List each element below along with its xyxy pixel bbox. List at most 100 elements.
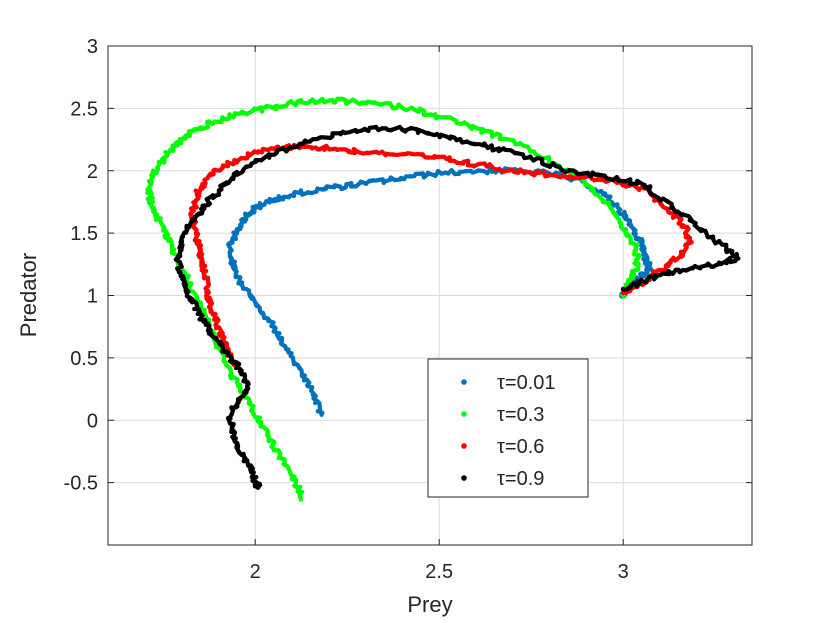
data-point xyxy=(169,243,175,248)
data-point xyxy=(292,361,298,366)
data-point xyxy=(246,212,252,218)
data-point xyxy=(396,102,402,108)
data-point xyxy=(613,213,619,219)
data-point xyxy=(151,205,156,211)
data-point xyxy=(252,483,258,489)
data-point xyxy=(197,190,202,196)
data-point xyxy=(322,100,327,105)
data-point xyxy=(585,170,591,176)
data-point xyxy=(267,199,273,205)
data-point xyxy=(250,295,255,301)
data-point xyxy=(717,238,722,244)
legend-box xyxy=(427,358,589,498)
data-point xyxy=(213,325,219,331)
data-point xyxy=(210,193,216,198)
legend: τ=0.01 τ=0.3 τ=0.6 τ=0.9 xyxy=(427,358,589,498)
legend-entry: τ=0.3 xyxy=(497,404,544,426)
data-point xyxy=(593,172,598,177)
data-point xyxy=(378,102,383,107)
data-point xyxy=(446,171,451,176)
data-point xyxy=(607,194,613,200)
data-point xyxy=(435,168,441,174)
data-point xyxy=(328,135,333,141)
data-point xyxy=(188,212,193,217)
data-point xyxy=(437,134,443,140)
data-point xyxy=(363,181,369,186)
data-point xyxy=(249,474,255,480)
data-point xyxy=(266,438,272,444)
tick-labels: 2 2.5 3 -0.5 0 0.5 1 1.5 2 2.5 3 xyxy=(64,36,629,583)
data-point xyxy=(234,380,240,385)
data-point xyxy=(277,331,282,336)
data-point xyxy=(155,167,161,172)
data-point xyxy=(733,256,739,262)
data-point xyxy=(207,303,213,308)
data-point xyxy=(373,124,379,130)
data-point xyxy=(170,148,176,154)
data-point xyxy=(147,186,152,192)
data-point xyxy=(221,358,227,364)
data-point xyxy=(306,380,312,386)
legend-marker xyxy=(461,475,467,481)
data-point xyxy=(189,289,195,294)
data-point xyxy=(194,300,199,306)
data-point xyxy=(295,485,300,490)
data-point xyxy=(206,119,212,124)
x-tick-label: 2.5 xyxy=(425,561,453,583)
data-point xyxy=(409,105,414,111)
data-point xyxy=(261,315,267,321)
data-point xyxy=(398,175,404,181)
data-point xyxy=(632,252,637,257)
data-point xyxy=(247,400,253,406)
data-point xyxy=(192,200,198,205)
data-point xyxy=(324,184,330,189)
data-point xyxy=(390,152,395,157)
data-point xyxy=(557,164,562,170)
data-point xyxy=(652,198,657,203)
data-point xyxy=(683,242,689,247)
data-point xyxy=(205,289,211,294)
data-point xyxy=(520,152,526,157)
data-point xyxy=(242,455,247,460)
legend-marker xyxy=(461,411,467,417)
data-point xyxy=(307,99,313,104)
data-point xyxy=(576,175,581,180)
data-point xyxy=(636,187,642,192)
data-point xyxy=(317,147,322,152)
data-point xyxy=(237,366,243,372)
y-tick-label: 2 xyxy=(87,161,98,183)
data-point xyxy=(178,247,184,253)
data-point xyxy=(252,149,257,154)
data-point xyxy=(409,151,415,157)
data-point xyxy=(566,168,572,173)
y-tick-label: 0.5 xyxy=(70,348,98,370)
data-point xyxy=(240,168,246,173)
data-point xyxy=(251,205,257,210)
data-point xyxy=(337,184,343,189)
data-point xyxy=(704,262,710,268)
data-point xyxy=(309,385,315,390)
data-point xyxy=(672,257,678,262)
data-point xyxy=(689,239,694,245)
data-point xyxy=(229,259,234,265)
data-point xyxy=(220,165,226,170)
data-point xyxy=(147,200,152,206)
data-point xyxy=(245,380,251,386)
data-point xyxy=(527,154,533,159)
data-point xyxy=(650,192,655,198)
data-point xyxy=(670,204,675,210)
data-point xyxy=(275,447,281,453)
data-point xyxy=(186,225,192,230)
data-point xyxy=(314,189,319,194)
data-point xyxy=(463,168,469,174)
data-point xyxy=(217,341,223,347)
data-point xyxy=(539,157,545,162)
data-point xyxy=(602,173,607,179)
data-point xyxy=(232,111,238,116)
data-point xyxy=(206,295,212,301)
data-point xyxy=(310,392,316,397)
data-point xyxy=(214,337,219,342)
data-point xyxy=(232,430,237,435)
data-point xyxy=(497,136,503,142)
data-point xyxy=(565,175,570,180)
